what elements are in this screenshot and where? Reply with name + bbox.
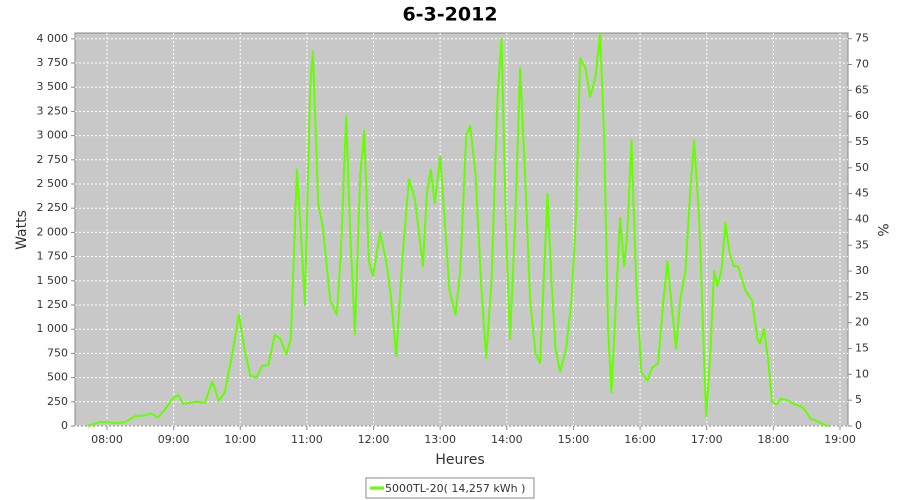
y-tick-label: 2 750 [37, 153, 69, 166]
x-tick-label: 15:00 [558, 433, 590, 446]
y-tick-label: 1 000 [37, 322, 69, 335]
legend-label: 5000TL-20( 14,257 kWh ) [385, 482, 525, 495]
x-tick-label: 18:00 [758, 433, 790, 446]
y2-tick-label: 50 [855, 161, 869, 174]
y-tick-label: 1 500 [37, 274, 69, 287]
x-tick-label: 17:00 [691, 433, 723, 446]
legend-box [365, 477, 535, 499]
y-tick-label: 0 [61, 419, 68, 432]
y2-tick-label: 65 [855, 83, 869, 96]
chart-title: 6-3-2012 [402, 4, 497, 26]
y-tick-label: 1 250 [37, 298, 69, 311]
y-tick-label: 3 000 [37, 129, 69, 142]
y-tick-label: 2 500 [37, 177, 69, 190]
y2-tick-label: 70 [855, 58, 869, 71]
series-line [87, 33, 830, 427]
x-tick-label: 12:00 [358, 433, 390, 446]
y2-tick-label: 0 [855, 419, 862, 432]
y2-tick-label: 20 [855, 316, 869, 329]
y-tick-label: 3 750 [37, 56, 69, 69]
y-tick-label: 3 250 [37, 104, 69, 117]
x-tick-label: 13:00 [424, 433, 456, 446]
x-axis-label: Heures [435, 452, 484, 468]
y2-tick-label: 30 [855, 264, 869, 277]
x-tick-label: 16:00 [624, 433, 656, 446]
y2-tick-label: 35 [855, 238, 869, 251]
y2-tick-label: 25 [855, 290, 869, 303]
y-axis-label: Watts [14, 210, 30, 250]
y-tick-label: 500 [47, 371, 68, 384]
y2-tick-label: 5 [855, 393, 862, 406]
y2-tick-label: 75 [855, 32, 869, 45]
y-tick-label: 4 000 [37, 32, 69, 45]
y-tick-label: 1 750 [37, 250, 69, 263]
y-tick-label: 2 000 [37, 225, 69, 238]
y2-axis-label: % [874, 223, 890, 236]
y-tick-label: 2 250 [37, 201, 69, 214]
x-tick-label: 14:00 [491, 433, 523, 446]
x-tick-label: 08:00 [91, 433, 123, 446]
y2-tick-label: 40 [855, 212, 869, 225]
x-tick-label: 10:00 [224, 433, 256, 446]
y2-tick-label: 45 [855, 187, 869, 200]
y-tick-label: 250 [47, 395, 68, 408]
y-tick-label: 3 500 [37, 80, 69, 93]
x-tick-label: 11:00 [291, 433, 323, 446]
y2-tick-label: 10 [855, 367, 869, 380]
x-tick-label: 09:00 [158, 433, 190, 446]
x-tick-label: 19:00 [824, 433, 856, 446]
y-tick-label: 750 [47, 346, 68, 359]
y2-tick-label: 60 [855, 109, 869, 122]
y2-tick-label: 55 [855, 135, 869, 148]
y2-tick-label: 15 [855, 342, 869, 355]
